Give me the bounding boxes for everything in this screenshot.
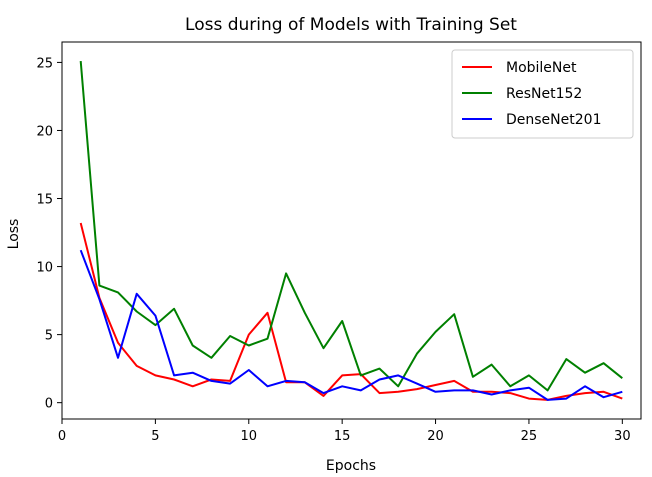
legend-label: ResNet152 [506, 86, 582, 102]
y-axis-label: Loss [6, 219, 22, 250]
legend: MobileNet ResNet152 DenseNet201 [451, 49, 634, 139]
y-tick-label: 15 [36, 193, 53, 208]
series-line-resnet152 [79, 61, 623, 392]
plot-lines [79, 61, 623, 401]
y-tick-label: 10 [36, 261, 53, 276]
y-tick-label: 20 [36, 124, 53, 139]
y-tick-label: 5 [45, 329, 53, 344]
series-line-densenet201 [79, 249, 623, 401]
x-tick-label: 10 [241, 429, 258, 444]
x-tick-label: 20 [427, 429, 444, 444]
y-tick-label: 25 [36, 56, 53, 71]
series-line-mobilenet [79, 222, 623, 401]
x-tick-label: 30 [614, 429, 631, 444]
x-tick-label: 25 [521, 429, 538, 444]
x-axis-ticks: 0 5 10 15 20 25 30 [58, 419, 631, 444]
y-axis-ticks: 0 5 10 15 20 25 [36, 56, 62, 412]
y-tick-label: 0 [45, 397, 53, 412]
legend-label: DenseNet201 [506, 112, 601, 128]
x-tick-label: 0 [58, 429, 66, 444]
plot-frame [61, 41, 642, 420]
legend-box [451, 49, 634, 139]
x-axis-label: Epochs [326, 458, 376, 474]
x-tick-label: 5 [151, 429, 159, 444]
x-tick-label: 15 [334, 429, 351, 444]
legend-label: MobileNet [506, 60, 577, 76]
chart-title: Loss during of Models with Training Set [185, 15, 517, 35]
